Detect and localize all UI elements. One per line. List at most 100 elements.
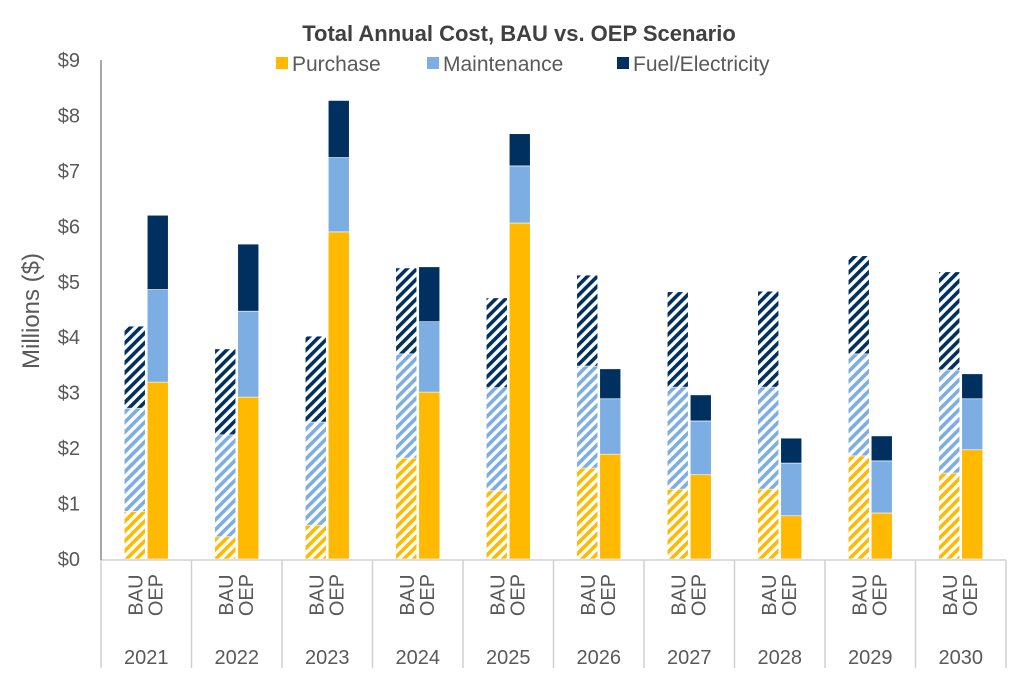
bar-2027-bau-maintenance [666,386,689,490]
x-scenario-label: OEP [507,574,529,616]
bar-2025-oep-fuel-electricity [508,133,531,167]
bar-2029-oep-fuel-electricity [870,435,893,462]
y-tick-label: $9 [58,50,80,72]
bar-2028-bau-purchase [757,488,780,560]
bar-2029-bau-fuel-electricity [847,255,870,355]
x-scenario-label: BAU [397,574,419,615]
bar-2030-bau-maintenance [938,369,961,474]
year-group-2028 [757,290,803,560]
y-tick-label: $4 [58,327,80,349]
year-group-2025 [485,133,531,560]
x-scenario-label: BAU [940,574,962,615]
year-group-2024 [395,266,441,560]
x-year-label: 2028 [758,647,803,669]
y-tick-label: $6 [58,216,80,238]
bars [123,100,984,560]
bar-2026-bau-fuel-electricity [576,274,599,367]
x-scenario-label: BAU [125,574,147,615]
bar-2021-oep-maintenance [146,289,169,383]
legend-label: Fuel/Electricity [633,53,770,76]
bar-2030-bau-fuel-electricity [938,271,961,371]
x-year-label: 2021 [124,647,169,669]
y-tick-label: $3 [58,383,80,405]
bar-2027-bau-purchase [666,488,689,560]
year-group-2022 [214,243,260,560]
x-scenario-label: OEP [236,574,258,616]
bar-2027-oep-maintenance [689,420,712,476]
bar-2025-bau-purchase [485,490,508,560]
bar-2022-oep-maintenance [237,310,260,398]
bar-2028-oep-maintenance [780,462,803,517]
x-axis: BAUOEP2021BAUOEP2022BAUOEP2023BAUOEP2024… [100,559,1007,669]
legend: Purchase Maintenance Fuel/Electricity [276,53,770,76]
x-year-label: 2026 [577,647,622,669]
x-scenario-label: BAU [306,574,328,615]
x-scenario-label: BAU [759,574,781,615]
x-scenario-label: OEP [779,574,801,616]
year-group-2029 [847,255,893,560]
bar-2021-oep-fuel-electricity [146,214,169,290]
year-group-2023 [304,100,350,560]
x-scenario-label: BAU [487,574,509,615]
y-tick-label: $5 [58,272,80,294]
legend-swatch [617,57,629,69]
bar-2028-oep-fuel-electricity [780,437,803,464]
x-scenario-label: OEP [417,574,439,616]
x-scenario-label: OEP [688,574,710,616]
x-scenario-label: BAU [216,574,238,615]
chart-title: Total Annual Cost, BAU vs. OEP Scenario [302,21,736,46]
bar-2029-oep-purchase [870,512,893,560]
bar-2025-bau-fuel-electricity [485,297,508,388]
year-group-2030 [938,271,984,560]
year-group-2026 [576,274,622,560]
legend-label: Purchase [292,53,381,76]
bar-2024-bau-fuel-electricity [395,267,418,355]
legend-item-purchase: Purchase [276,53,381,76]
bar-2024-oep-fuel-electricity [418,266,441,322]
bar-2026-bau-purchase [576,467,599,560]
bar-2026-oep-purchase [599,453,622,560]
bar-2022-bau-purchase [214,536,237,560]
x-scenario-label: OEP [145,574,167,616]
legend-swatch [427,57,439,69]
bar-2030-oep-maintenance [961,398,984,451]
x-scenario-label: OEP [869,574,891,616]
y-tick-label: $2 [58,438,80,460]
bar-2021-bau-purchase [123,511,146,560]
legend-label: Maintenance [443,53,563,76]
bar-2030-oep-purchase [961,449,984,560]
bar-2021-bau-fuel-electricity [123,325,146,409]
bar-2027-oep-purchase [689,474,712,560]
x-year-label: 2023 [305,647,350,669]
year-group-2021 [123,214,169,560]
bar-2025-oep-maintenance [508,165,531,224]
bar-2023-oep-fuel-electricity [327,100,350,158]
bar-2024-bau-maintenance [395,353,418,459]
x-year-label: 2029 [848,647,893,669]
bar-2023-bau-fuel-electricity [304,335,327,423]
bar-2029-bau-maintenance [847,353,870,457]
legend-item-fuel-electricity: Fuel/Electricity [617,53,770,76]
bar-2028-oep-purchase [780,515,803,560]
bar-2023-oep-purchase [327,231,350,560]
x-year-label: 2027 [667,647,712,669]
y-tick-label: $8 [58,105,80,127]
legend-item-maintenance: Maintenance [427,53,563,76]
bar-2029-bau-purchase [847,455,870,560]
y-tick-label: $7 [58,161,80,183]
x-scenario-label: OEP [960,574,982,616]
x-scenario-label: BAU [668,574,690,615]
bar-2021-oep-purchase [146,381,169,560]
bar-2023-oep-maintenance [327,157,350,233]
x-scenario-label: OEP [598,574,620,616]
bar-2022-oep-purchase [237,396,260,560]
x-year-label: 2030 [939,647,984,669]
y-axis-title: Millions ($) [18,253,45,369]
bar-2027-bau-fuel-electricity [666,291,689,388]
bar-2030-bau-purchase [938,472,961,560]
bar-2024-bau-purchase [395,457,418,560]
x-year-label: 2025 [486,647,531,669]
bar-2030-oep-fuel-electricity [961,373,984,400]
year-group-2027 [666,291,712,560]
bar-2022-oep-fuel-electricity [237,243,260,312]
